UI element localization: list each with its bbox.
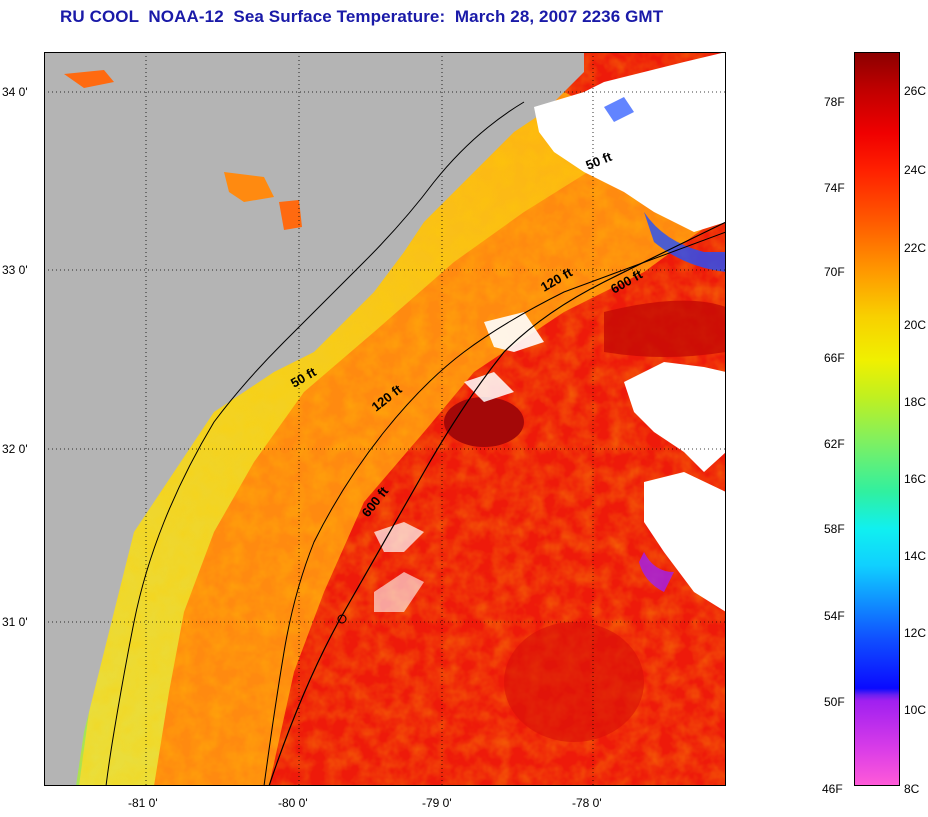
longitude-label-78: -78 0' [572,796,602,810]
latitude-label-32: 32 0' [2,442,28,456]
latitude-label-34: 34 0' [2,85,28,99]
colorbar-label-66f: 66F [824,351,845,365]
isobath-600ft [268,221,726,786]
sst-map: 50 ft 50 ft 120 ft 120 ft 600 ft 600 ft [44,52,726,786]
warm-core [444,397,524,447]
colorbar-label-18c: 18C [904,395,927,409]
longitude-label-80: -80 0' [278,796,308,810]
isobath-50ft [105,101,525,786]
grid-lines [44,52,726,786]
longitude-label-79: -79 0' [422,796,452,810]
isobath-120ft [263,231,726,786]
colorbar-label-24c: 24C [904,163,927,177]
latitude-label-33: 33 0' [2,263,28,277]
land [44,52,584,786]
colorbar-label-20c: 20C [904,318,927,332]
colorbar-label-46f: 46F [822,782,843,796]
colorbar-label-16c: 16C [904,472,927,486]
colorbar-label-70f: 70F [824,265,845,279]
colorbar-label-12c: 12C [904,626,927,640]
colorbar-label-58f: 58F [824,522,845,536]
colorbar-label-54f: 54F [824,609,845,623]
colorbar-label-8c: 8C [904,782,920,796]
temperature-colorbar [854,52,900,786]
colorbar-label-26c: 26C [904,84,927,98]
latitude-label-31: 31 0' [2,615,28,629]
colorbar-label-50f: 50F [824,695,845,709]
colorbar-label-62f: 62F [824,437,845,451]
cloud-east [624,362,726,472]
longitude-label-81: -81 0' [128,796,158,810]
colorbar-label-10c: 10C [904,703,927,717]
chart-title: RU COOL NOAA-12 Sea Surface Temperature:… [60,7,664,26]
colorbar-label-22c: 22C [904,241,927,255]
colorbar-label-78f: 78F [824,95,845,109]
sst-map-image [44,52,726,786]
cloud-northeast [534,52,726,232]
cloud-patch [484,312,544,352]
cloud-east-2 [644,472,726,612]
colorbar-label-14c: 14C [904,549,927,563]
colorbar-label-74f: 74F [824,181,845,195]
